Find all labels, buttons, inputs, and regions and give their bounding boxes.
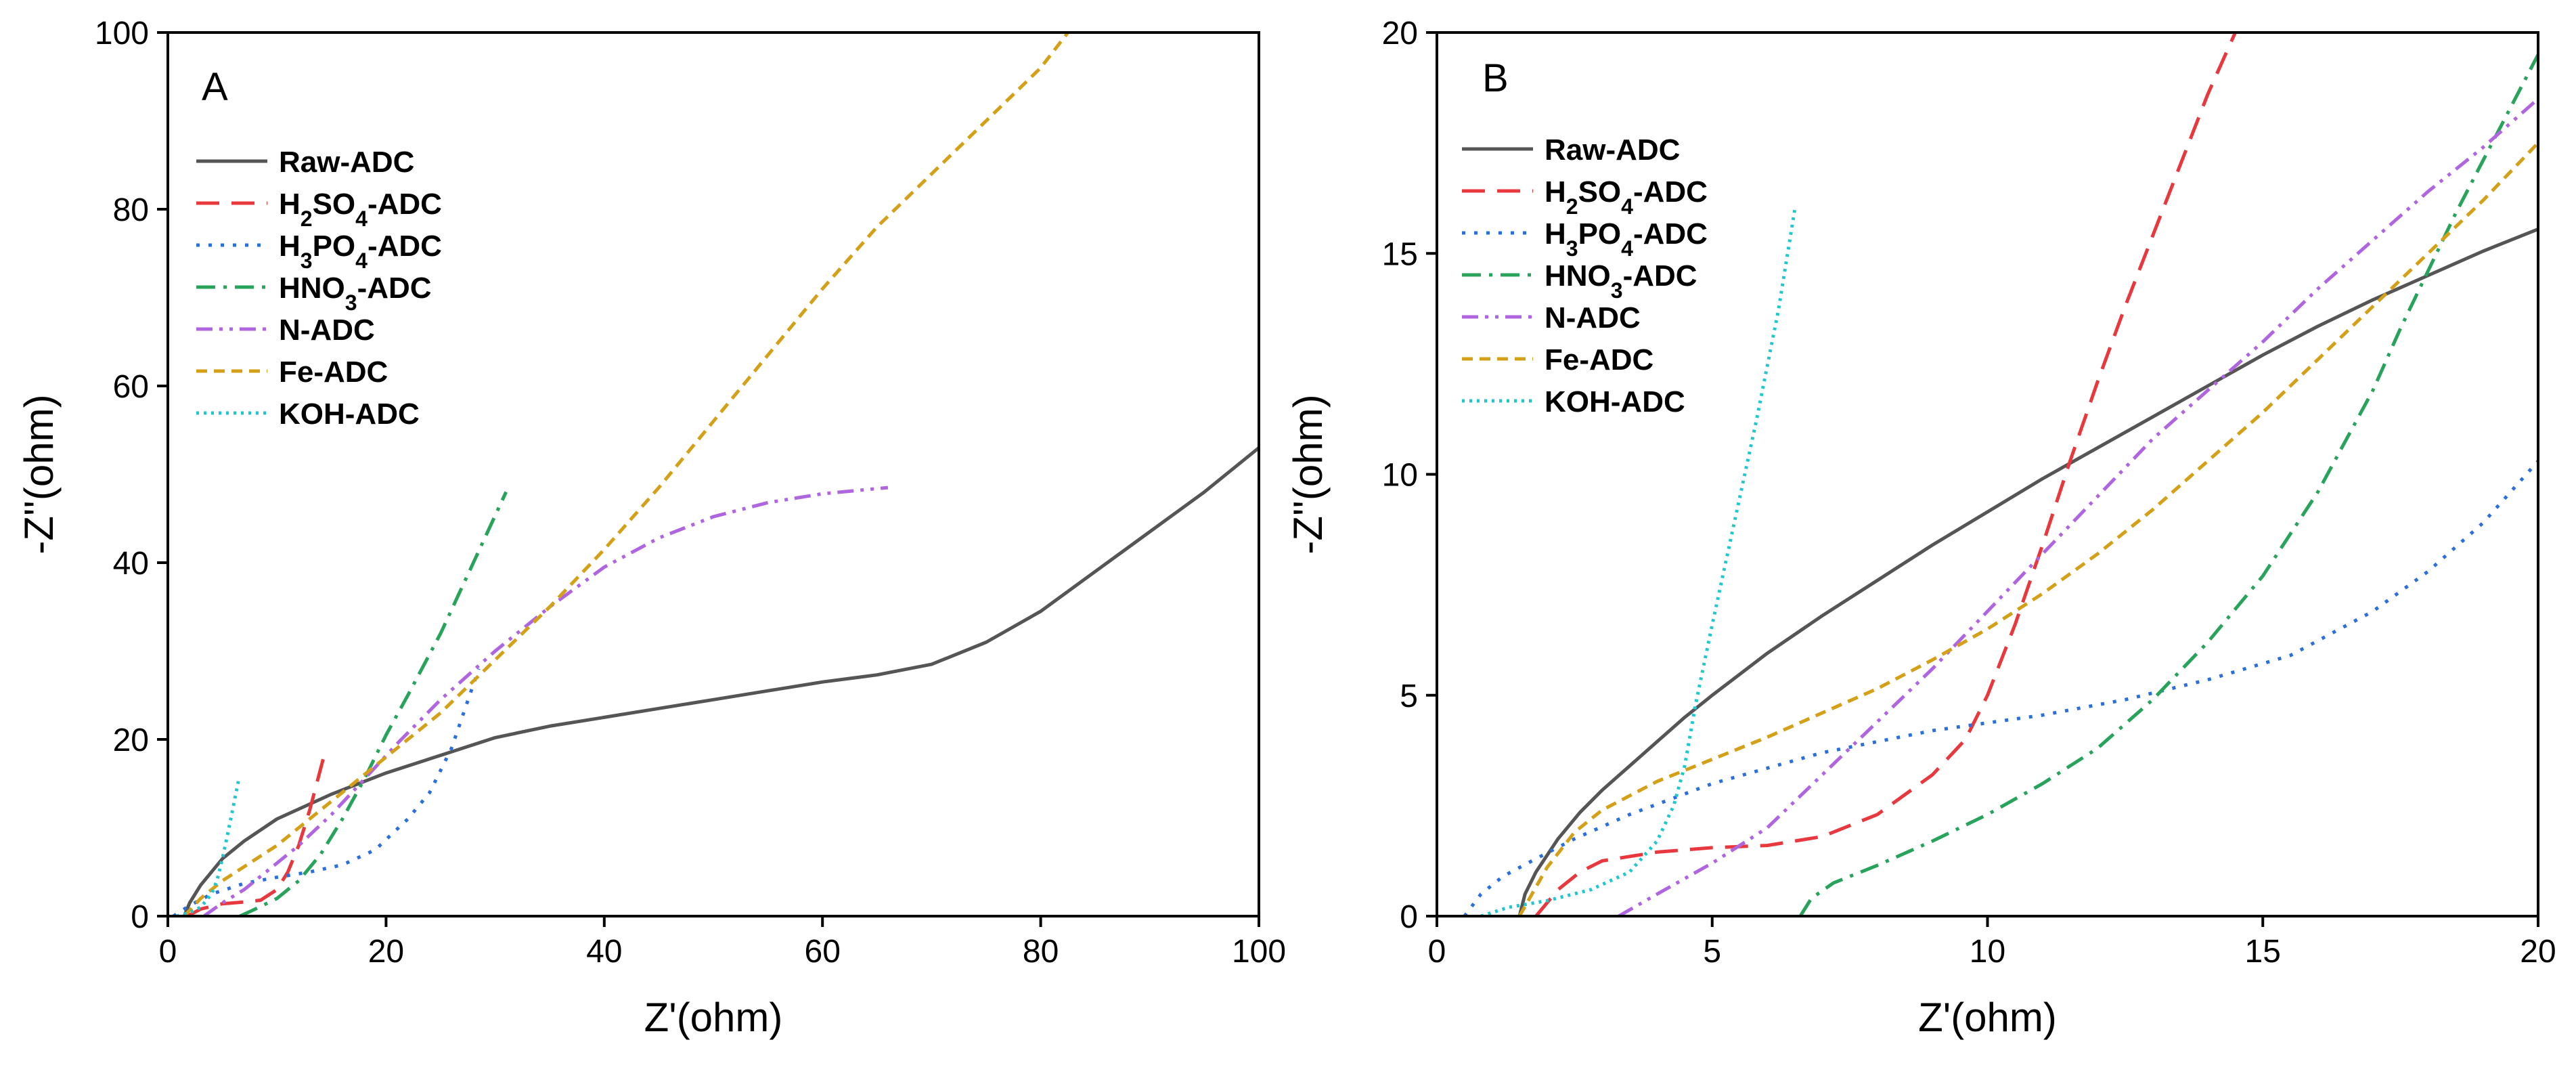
panel-b-legend-label: H3PO4-ADC	[1545, 217, 1708, 261]
panel-a-series-hno3-adc-line	[239, 491, 508, 916]
panel-b-x-axis-title: Z'(ohm)	[1918, 995, 2057, 1040]
panel-a-y-tick-label: 40	[113, 546, 149, 582]
panel-a-legend-label: HNO3-ADC	[279, 272, 432, 315]
panel-a-series-raw-adc-line	[182, 446, 1259, 916]
panel-a-legend-item: H2SO4-ADC	[196, 188, 442, 231]
panel-b-series-n-adc-line	[1618, 98, 2538, 916]
panel-a-legend-label: Fe-ADC	[279, 355, 388, 389]
panel-b-x-tick-label: 5	[1703, 934, 1721, 970]
panel-b-legend-item: KOH-ADC	[1462, 385, 1685, 418]
panel-a-letter: A	[202, 65, 228, 109]
panel-b-y-ticks: 0 5 10 15 20	[1382, 16, 1437, 935]
panel-a-x-tick-label: 60	[805, 934, 841, 970]
panel-b-legend-item: N-ADC	[1462, 301, 1641, 334]
panel-a-x-ticks: 0 20 40 60 80 100	[159, 916, 1286, 970]
panel-a-x-tick-label: 0	[159, 934, 177, 970]
panel-a-legend-item: N-ADC	[196, 314, 375, 347]
panel-a-x-tick-label: 80	[1023, 934, 1059, 970]
panel-a-legend-item: Raw-ADC	[196, 146, 414, 179]
panel-b-legend-label: HNO3-ADC	[1545, 259, 1697, 303]
panel-a-y-tick-label: 100	[95, 16, 149, 51]
panel-a-y-tick-label: 0	[131, 899, 149, 935]
panel-b-legend-label: KOH-ADC	[1545, 385, 1685, 418]
panel-a: 0 20 40 60 80 100 0 20 40 60 80 100 A Z'(ohm) -Z''…	[16, 16, 1286, 1040]
panel-a-legend-item: HNO3-ADC	[196, 272, 432, 315]
panel-a-y-axis-title: -Z''(ohm)	[16, 394, 62, 554]
panel-b-x-ticks: 0 5 10 15 20	[1428, 916, 2556, 970]
panel-b: 0 5 10 15 20 0 5 10 15 20 B Z'(ohm) -Z''(ohm) Ra…	[1285, 16, 2556, 1040]
panel-b-y-tick-label: 0	[1400, 899, 1418, 935]
panel-a-plot-layer	[172, 33, 1259, 916]
panel-b-legend-label: Raw-ADC	[1545, 133, 1680, 167]
panel-b-legend-item: HNO3-ADC	[1462, 259, 1697, 303]
panel-b-y-axis-title: -Z''(ohm)	[1285, 394, 1331, 554]
panel-b-series-koh-adc-line	[1480, 209, 1797, 916]
panel-a-y-tick-label: 80	[113, 192, 149, 228]
panel-b-legend-label: H2SO4-ADC	[1545, 175, 1708, 219]
panel-b-plot-layer	[1463, 33, 2538, 916]
panel-b-x-tick-label: 0	[1428, 934, 1446, 970]
panel-b-y-tick-label: 20	[1382, 16, 1418, 51]
panel-a-y-tick-label: 60	[113, 369, 149, 405]
panel-b-legend-item: H2SO4-ADC	[1462, 175, 1708, 219]
panel-a-y-tick-label: 20	[113, 722, 149, 758]
panel-a-legend-label: N-ADC	[279, 314, 375, 347]
panel-a-series-fe-adc-line	[183, 33, 1069, 916]
panel-b-legend-label: N-ADC	[1545, 301, 1641, 334]
panel-b-series-h3po4-adc-line	[1463, 460, 2538, 916]
panel-a-x-tick-label: 40	[586, 934, 622, 970]
panel-a-series-h3po4-adc-line	[172, 668, 481, 916]
panel-a-legend-label: KOH-ADC	[279, 397, 420, 431]
panel-a-frame	[166, 31, 1260, 917]
panel-a-legend-label: Raw-ADC	[279, 146, 414, 179]
panel-b-series-hno3-adc-line	[1798, 53, 2538, 916]
panel-a-legend-item: Fe-ADC	[196, 355, 388, 389]
panel-b-x-tick-label: 10	[1970, 934, 2005, 970]
panel-b-series-h2so4-adc-line	[1534, 33, 2237, 916]
panel-b-y-tick-label: 10	[1382, 458, 1418, 494]
panel-a-legend-item: KOH-ADC	[196, 397, 420, 431]
panel-b-legend-label: Fe-ADC	[1545, 343, 1653, 376]
panel-a-series-h2so4-adc-line	[186, 748, 328, 916]
panel-a-legend-item: H3PO4-ADC	[196, 230, 442, 273]
panel-b-series-raw-adc-line	[1517, 228, 2538, 916]
panel-b-y-tick-label: 5	[1400, 678, 1418, 714]
panel-a-series-n-adc-line	[202, 485, 889, 916]
panel-a-y-ticks: 0 20 40 60 80 100	[95, 16, 168, 935]
panel-b-x-tick-label: 20	[2520, 934, 2556, 970]
panel-a-x-tick-label: 100	[1232, 934, 1286, 970]
panel-b-legend-item: Fe-ADC	[1462, 343, 1653, 376]
panel-a-x-axis-title: Z'(ohm)	[644, 995, 783, 1040]
panel-b-y-tick-label: 15	[1382, 236, 1418, 272]
panel-a-legend-label: H2SO4-ADC	[279, 188, 442, 231]
panel-a-legend-label: H3PO4-ADC	[279, 230, 442, 273]
panel-b-legend-item: Raw-ADC	[1462, 133, 1680, 167]
panel-a-x-tick-label: 20	[368, 934, 404, 970]
panel-b-letter: B	[1482, 56, 1509, 100]
panel-b-series-fe-adc-line	[1517, 142, 2538, 916]
panel-b-legend-item: H3PO4-ADC	[1462, 217, 1708, 261]
panel-b-x-tick-label: 15	[2245, 934, 2281, 970]
panel-a-series-koh-adc-line	[176, 779, 241, 916]
